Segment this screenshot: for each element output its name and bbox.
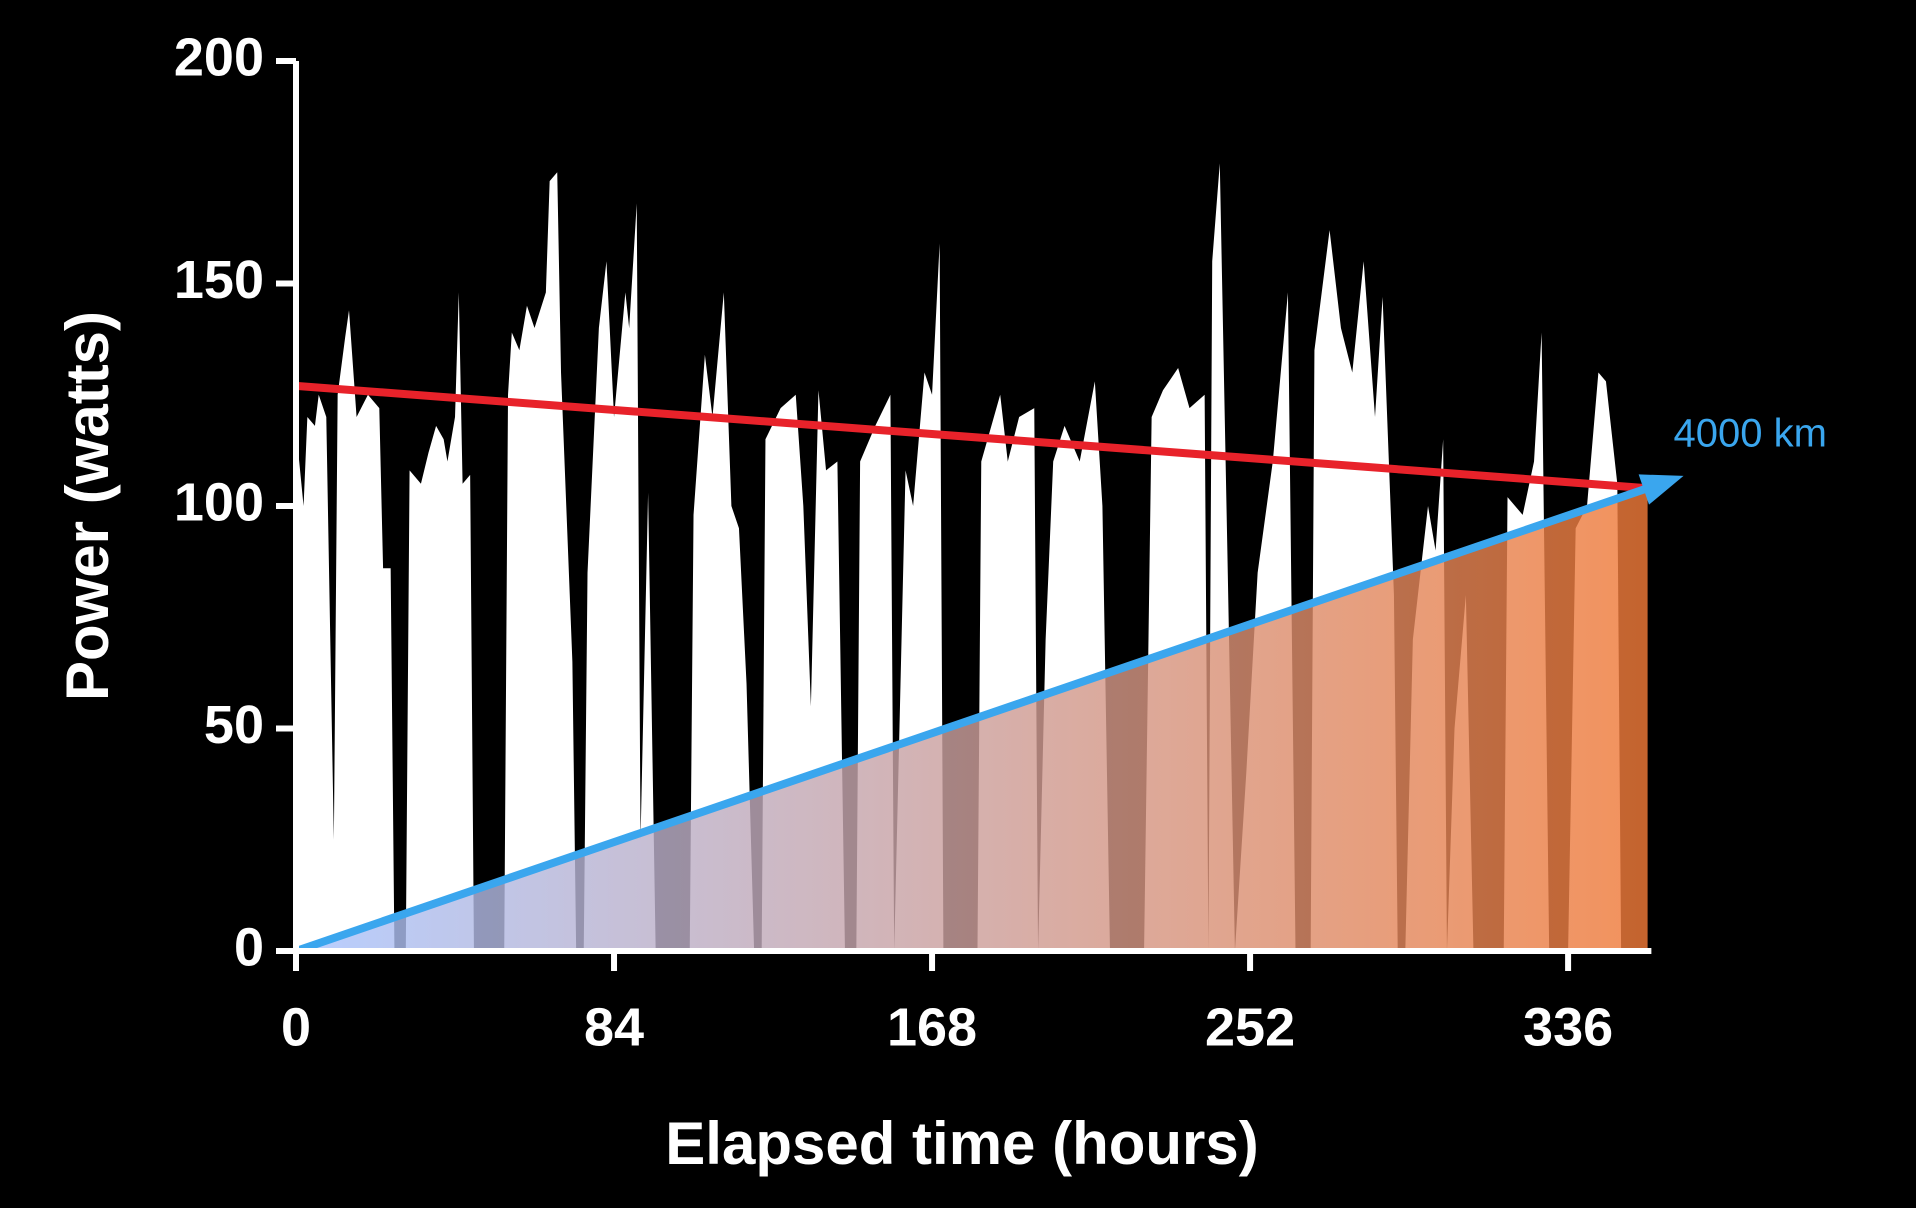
x-tick-label: 0 [281, 997, 311, 1057]
x-tick-label: 168 [887, 997, 977, 1057]
x-tick-label: 252 [1205, 997, 1295, 1057]
y-tick-label: 100 [174, 472, 264, 532]
x-axis-title: Elapsed time (hours) [665, 1110, 1258, 1177]
y-tick-label: 150 [174, 250, 264, 310]
x-tick-label: 336 [1523, 997, 1613, 1057]
y-tick-label: 0 [234, 917, 264, 977]
distance-arrow [294, 484, 1649, 955]
trend-line [295, 381, 1648, 493]
y-tick-label: 50 [204, 695, 264, 755]
y-axis-title: Power (watts) [54, 311, 121, 701]
x-tick-label: 84 [584, 997, 644, 1057]
arrow-head [1638, 474, 1684, 505]
annotation: 4000 km [1674, 411, 1827, 455]
y-tick-label: 200 [174, 27, 264, 87]
